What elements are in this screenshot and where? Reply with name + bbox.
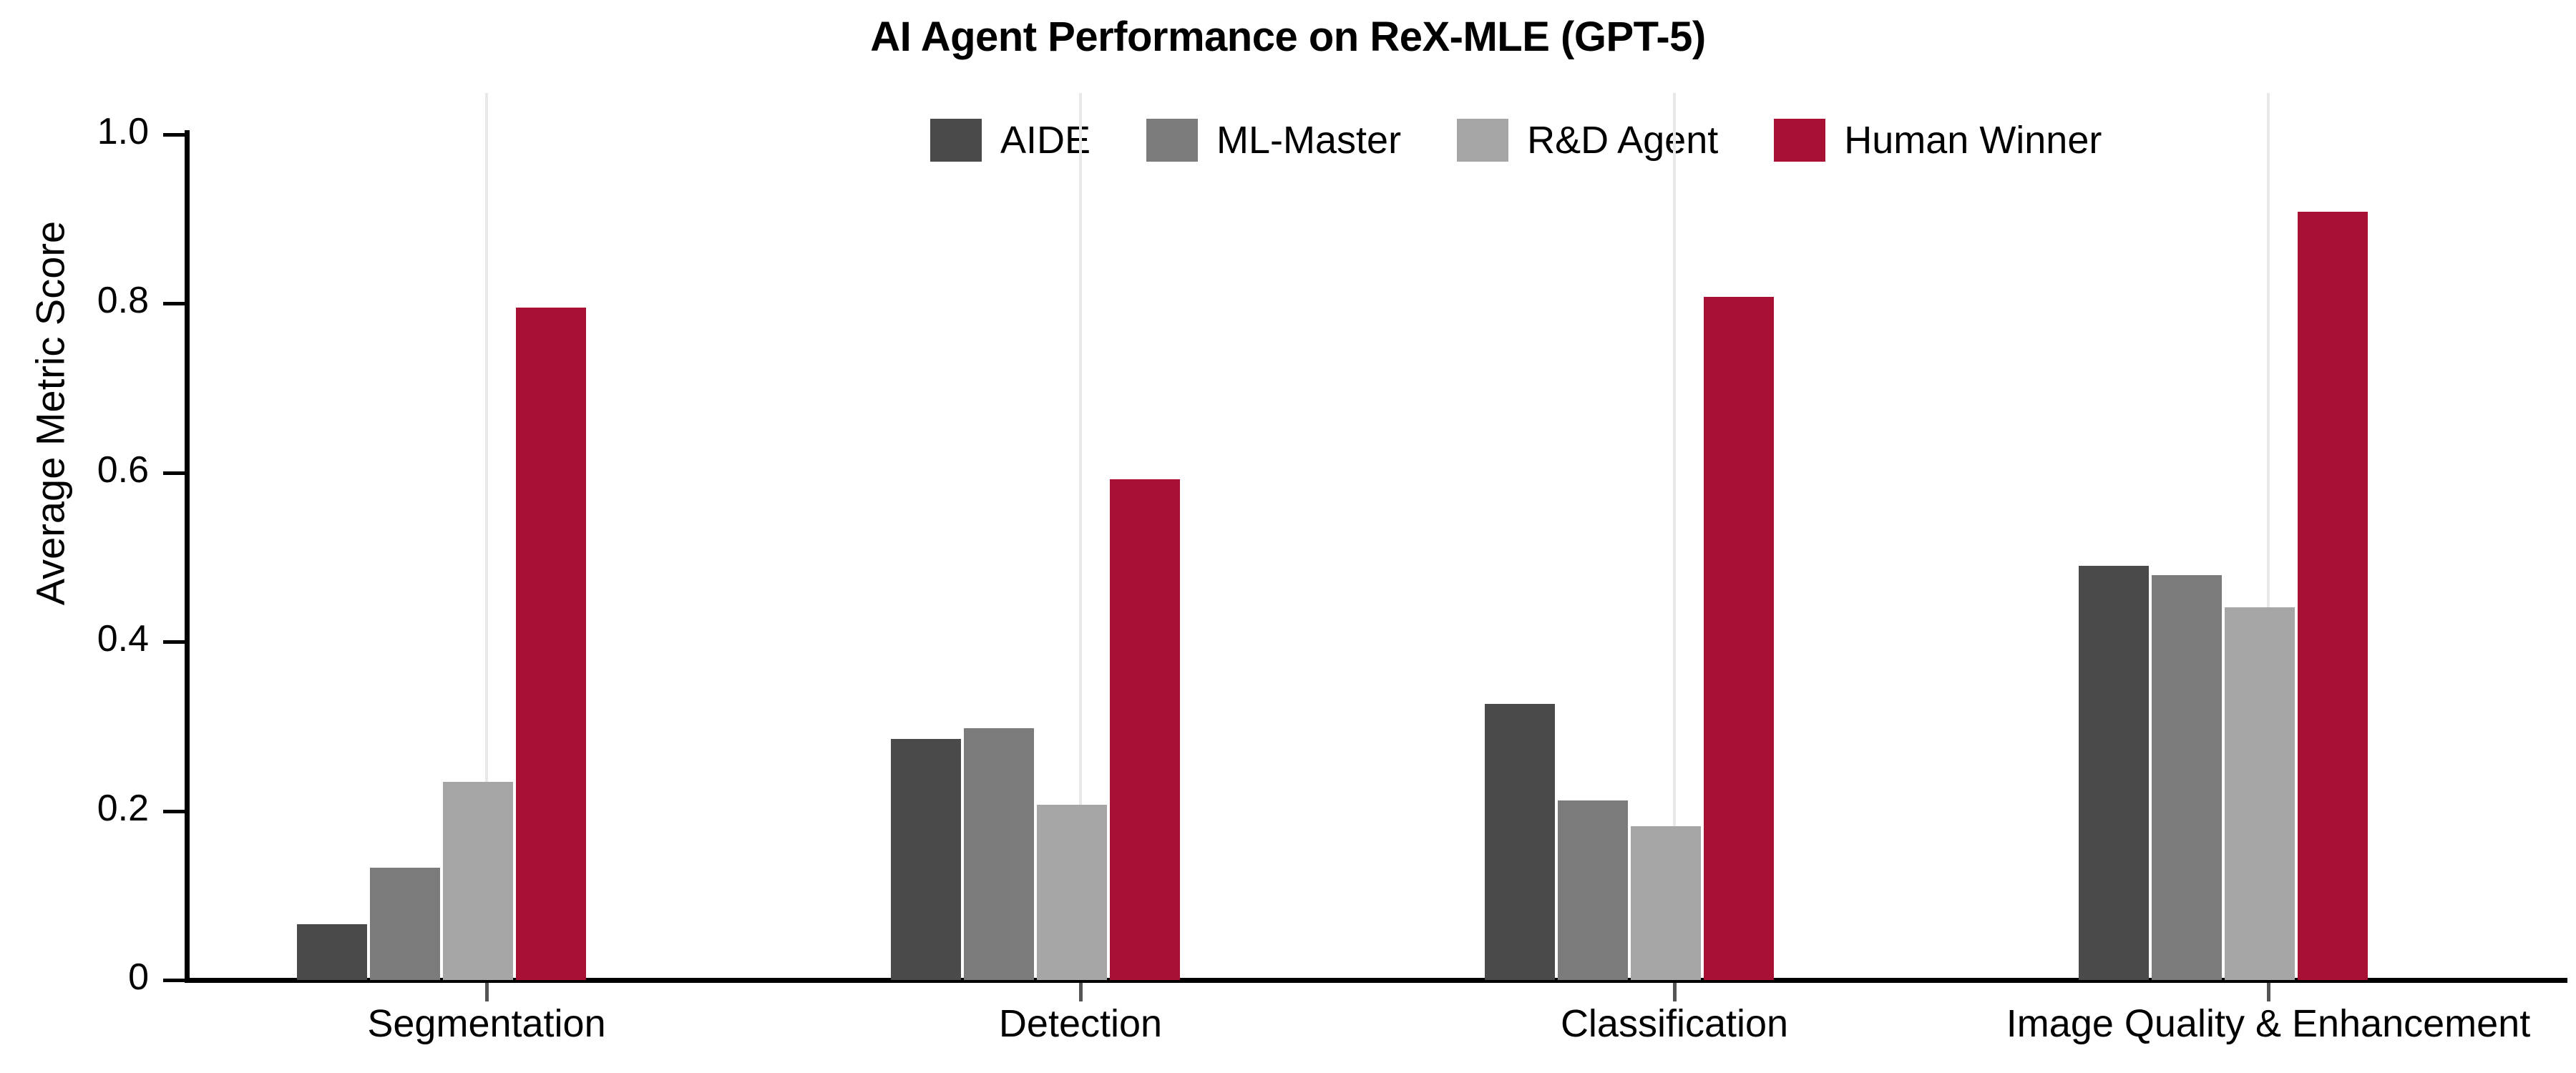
bar-human-winner-detection[interactable] [1110, 479, 1180, 980]
bar-r-d-agent-image-quality-enhancement[interactable] [2225, 607, 2295, 980]
legend-swatch-icon [1457, 119, 1509, 162]
group-separator-line [2267, 93, 2270, 980]
legend-item-r-d-agent[interactable]: R&D Agent [1457, 118, 1718, 162]
y-tick-mark [163, 979, 185, 982]
x-tick-label: Image Quality & Enhancement [2006, 1002, 2531, 1045]
bar-human-winner-classification[interactable] [1704, 296, 1774, 980]
x-tick-label: Detection [998, 1002, 1163, 1045]
x-tick-mark [1673, 983, 1677, 1001]
group-separator-line [485, 93, 488, 980]
x-tick-mark [1079, 983, 1083, 1001]
legend-swatch-icon [1146, 119, 1199, 162]
bar-r-d-agent-detection[interactable] [1037, 805, 1107, 980]
y-tick-mark [163, 302, 185, 306]
group-separator-line [1079, 93, 1082, 980]
bar-ml-master-detection[interactable] [964, 727, 1034, 980]
plot-area [190, 134, 2565, 980]
group-separator-line [1673, 93, 1676, 980]
legend-swatch-icon [930, 119, 982, 162]
y-tick-label: 1.0 [97, 111, 149, 152]
x-tick-mark [485, 983, 489, 1001]
bar-human-winner-image-quality-enhancement[interactable] [2298, 211, 2368, 980]
y-axis-spine [185, 130, 190, 983]
bar-ml-master-classification[interactable] [1558, 800, 1628, 980]
y-tick-label: 0.8 [97, 280, 149, 322]
x-axis-spine [185, 978, 2567, 983]
bar-r-d-agent-classification[interactable] [1631, 825, 1701, 980]
chart-title: AI Agent Performance on ReX-MLE (GPT-5) [870, 14, 1706, 60]
y-tick-label: 0 [128, 956, 149, 998]
bar-human-winner-segmentation[interactable] [516, 308, 586, 980]
y-tick-mark [163, 640, 185, 645]
legend-label: AIDE [1000, 119, 1091, 162]
bar-aide-detection[interactable] [891, 739, 961, 980]
y-tick-mark [163, 471, 185, 475]
bar-ml-master-segmentation[interactable] [370, 867, 440, 980]
bar-aide-segmentation[interactable] [297, 924, 367, 980]
bar-aide-image-quality-enhancement[interactable] [2079, 565, 2149, 980]
y-tick-label: 0.6 [97, 449, 149, 491]
legend-swatch-icon [1774, 119, 1826, 162]
y-tick-label: 0.2 [97, 787, 149, 829]
bar-ml-master-image-quality-enhancement[interactable] [2152, 574, 2222, 980]
legend-item-ml-master[interactable]: ML-Master [1146, 118, 1401, 162]
x-tick-label: Classification [1560, 1002, 1789, 1045]
legend-label: ML-Master [1216, 119, 1402, 162]
y-axis-label: Average Metric Score [27, 220, 73, 606]
y-tick-label: 0.4 [97, 618, 149, 660]
legend-item-aide[interactable]: AIDE [930, 118, 1091, 162]
legend-item-human-winner[interactable]: Human Winner [1774, 118, 2102, 162]
x-tick-mark [2267, 983, 2270, 1001]
x-tick-label: Segmentation [367, 1002, 606, 1045]
bar-aide-classification[interactable] [1485, 703, 1555, 980]
y-tick-mark [163, 133, 185, 137]
chart-legend: AIDE ML-Master R&D Agent Human Winner [930, 118, 2157, 162]
bar-r-d-agent-segmentation[interactable] [443, 782, 513, 980]
legend-label: R&D Agent [1527, 119, 1719, 162]
y-tick-mark [163, 809, 185, 813]
legend-label: Human Winner [1844, 119, 2102, 162]
